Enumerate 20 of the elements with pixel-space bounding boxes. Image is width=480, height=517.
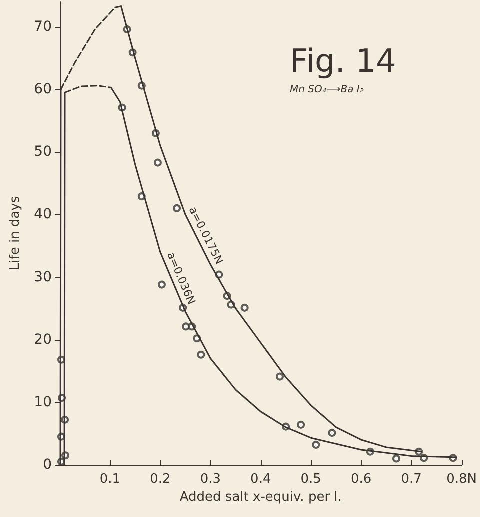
text: Mn SO₄⟶Ba I₂ [290,84,364,96]
x-tick-label: 0.1 [100,472,121,487]
x-tick-label: 0.2 [150,472,171,487]
x-tick-label: 0.5 [300,472,322,487]
y-tick-label: 20 [34,332,52,348]
y-tick-label: 40 [34,206,52,223]
y-tick-label: 0 [43,457,52,473]
y-tick-label: 50 [34,144,52,160]
x-tick-label: 0.4 [250,472,272,487]
x-tick-label: 0.7 [401,472,422,487]
x-tick-label: 0.6 [351,472,372,487]
y-tick-label: 10 [34,394,52,410]
x-tick-label: 0.3 [200,472,222,487]
y-tick-label: 70 [34,19,52,36]
y-tick-label: 60 [34,82,52,98]
x-axis-title: Added salt x-equiv. per l. [180,490,342,505]
x-tick-label: 0.8N [446,472,478,487]
y-axis-title: Life in days [8,196,23,271]
text: Fig. 14 [290,42,396,80]
y-tick-label: 30 [34,269,52,286]
